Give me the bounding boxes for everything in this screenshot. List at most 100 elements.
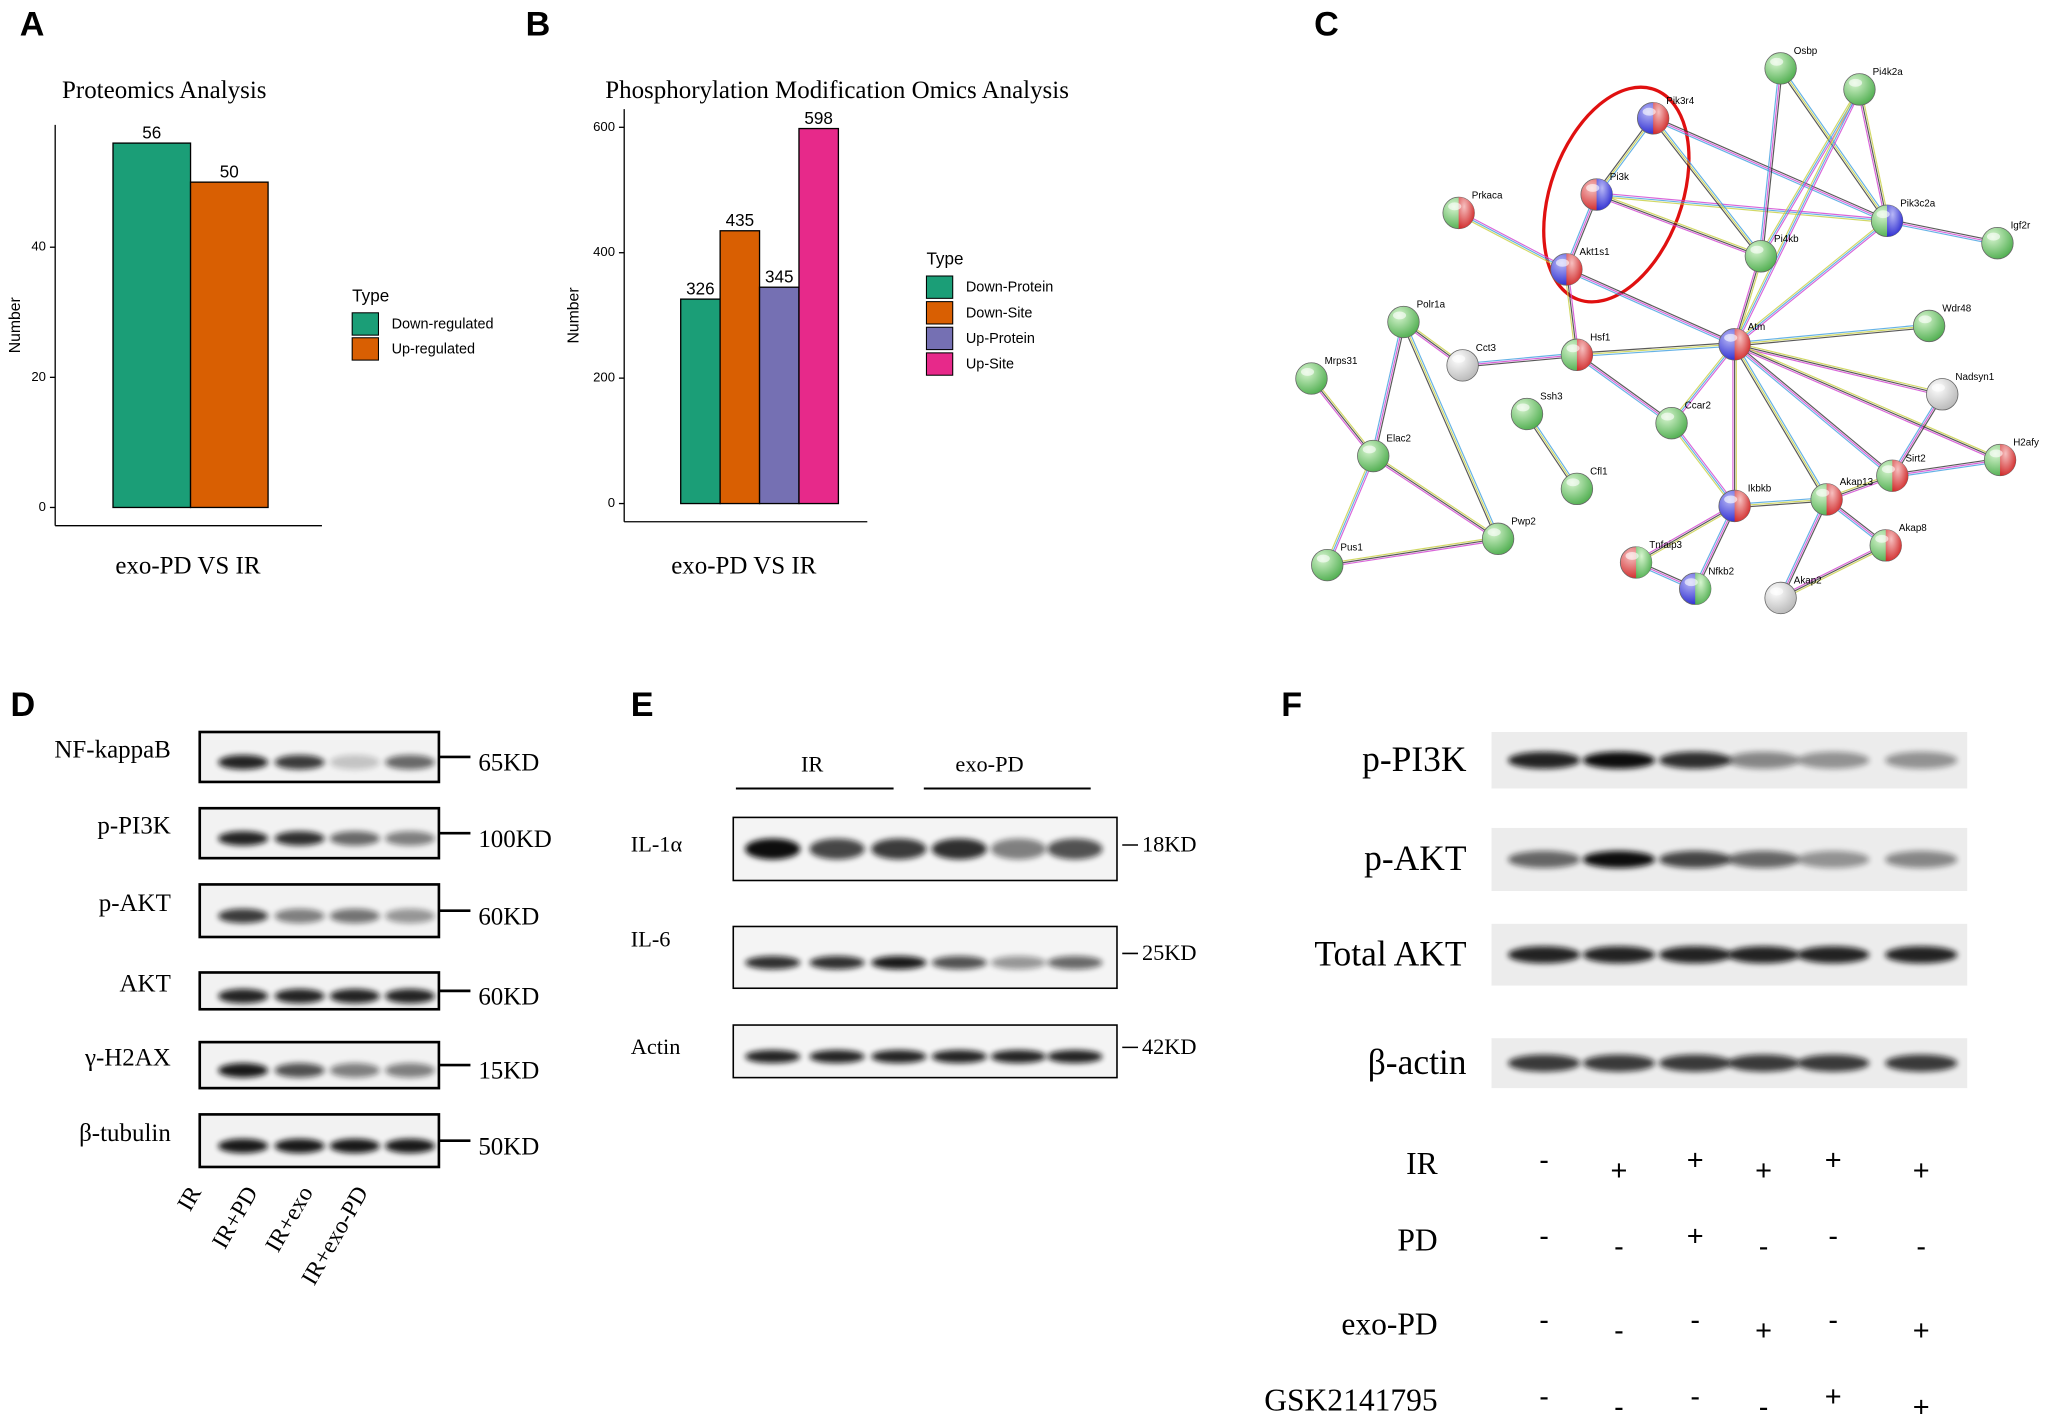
blot-band <box>745 838 801 860</box>
panel-letter: F <box>1281 686 1302 724</box>
network-edge <box>1370 321 1403 456</box>
network-node-half <box>1734 490 1751 522</box>
protein-label: Total AKT <box>1314 934 1467 974</box>
blot-band <box>274 1063 325 1078</box>
network-node-label: Ccar2 <box>1685 401 1711 412</box>
network-edge <box>1596 193 1762 257</box>
network-edge <box>1735 342 2001 459</box>
size-label: 60KD <box>478 903 539 930</box>
blot-frame <box>732 1024 1118 1079</box>
blot-band <box>385 754 435 770</box>
condition-label: exo-PD <box>1341 1307 1437 1342</box>
network-edge <box>1735 343 1829 499</box>
legend-title: Type <box>352 287 389 306</box>
blot-band <box>329 908 380 924</box>
panel-letter: A <box>20 5 45 43</box>
blot-band <box>218 831 269 846</box>
network-edge <box>1374 322 1406 457</box>
network-node-label: Akt1s1 <box>1580 247 1610 258</box>
blot-band <box>1727 850 1800 869</box>
network-edge <box>1575 355 1671 426</box>
condition-sign: + <box>1913 1315 1930 1347</box>
network-node <box>1510 397 1544 431</box>
network-edge <box>1779 543 1886 597</box>
network-edge <box>1671 343 1736 424</box>
network-edge <box>1758 68 1780 257</box>
y-tick-label: 0 <box>608 495 615 510</box>
panel-letter: E <box>631 686 654 724</box>
network-edge <box>1892 459 2001 477</box>
network-node <box>1311 548 1344 582</box>
condition-sign: - <box>1828 1305 1838 1337</box>
blot-band <box>1582 751 1656 769</box>
network-node-label: Akap2 <box>1794 575 1822 586</box>
network-node-gloss <box>1931 383 1945 392</box>
blot-band <box>218 1063 269 1078</box>
blot-band <box>871 956 927 970</box>
y-tick-label: 20 <box>31 369 46 384</box>
network-edge <box>1891 457 2000 475</box>
network-node <box>1481 522 1515 555</box>
network-edge <box>1372 321 1405 457</box>
x-tick-label: exo-PD VS IR <box>115 552 260 579</box>
network-node <box>1387 305 1420 339</box>
network-edge <box>1760 89 1860 257</box>
network-edge <box>1635 505 1735 563</box>
blot-band <box>1047 838 1103 860</box>
network-edge <box>1734 325 1930 345</box>
network-edge <box>1734 220 1888 345</box>
network-node-gloss <box>1684 578 1698 587</box>
network-node <box>1912 309 1946 343</box>
protein-label: Actin <box>631 1034 681 1059</box>
network-edge <box>1858 89 1888 221</box>
network-node <box>1843 73 1876 106</box>
blot-band <box>990 838 1047 860</box>
network-node-gloss <box>1661 412 1675 421</box>
condition-sign: + <box>1755 1155 1772 1187</box>
lane-label: IR+exo <box>261 1182 319 1257</box>
network-edge <box>1892 461 2001 479</box>
network-node-label: Akap13 <box>1840 477 1874 488</box>
network-edge <box>1733 219 1887 344</box>
blot-band <box>1507 946 1581 964</box>
panel-letter: C <box>1314 5 1339 43</box>
network-node-gloss <box>1300 367 1315 376</box>
blot-band <box>329 1063 380 1078</box>
network-node-label: Tnfaip3 <box>1649 540 1682 551</box>
network-node-gloss <box>1770 57 1784 66</box>
blot-band <box>218 908 269 924</box>
network-edge <box>1734 343 1893 477</box>
network-edge <box>1462 354 1577 366</box>
blot-band <box>809 838 865 860</box>
blot-band <box>871 1050 927 1064</box>
bar <box>719 230 761 505</box>
network-edge <box>1780 499 1828 599</box>
network-node-gloss <box>1362 445 1376 454</box>
network-edge <box>1669 423 1734 508</box>
protein-label: β-tubulin <box>79 1120 171 1147</box>
protein-label: IL-1α <box>631 831 683 856</box>
blot-band <box>329 1138 380 1154</box>
network-edge <box>1565 270 1735 347</box>
network-edge <box>1761 89 1862 258</box>
network-edge <box>1886 221 1998 246</box>
network-node-gloss <box>1724 495 1738 504</box>
legend-swatch <box>925 352 954 376</box>
network-node-label: H2afy <box>2013 438 2039 449</box>
network-edge <box>1576 345 1735 358</box>
size-label: 50KD <box>478 1133 539 1160</box>
data-label: 326 <box>686 279 715 298</box>
network-edge <box>1576 342 1735 354</box>
network-edge <box>1577 352 1673 423</box>
network-node-gloss <box>1555 258 1570 267</box>
network-node-label: Hsf1 <box>1590 332 1610 343</box>
network-node-label: Nadsyn1 <box>1955 372 1994 383</box>
network-edge <box>1596 192 1888 220</box>
network-edge <box>1325 455 1373 565</box>
condition-sign: - <box>1614 1315 1624 1347</box>
condition-sign: - <box>1539 1305 1549 1337</box>
blot-band <box>385 1138 435 1154</box>
network-edge <box>1597 192 1762 256</box>
network-node-half <box>1826 483 1843 516</box>
legend-label: Up-Protein <box>966 331 1035 347</box>
